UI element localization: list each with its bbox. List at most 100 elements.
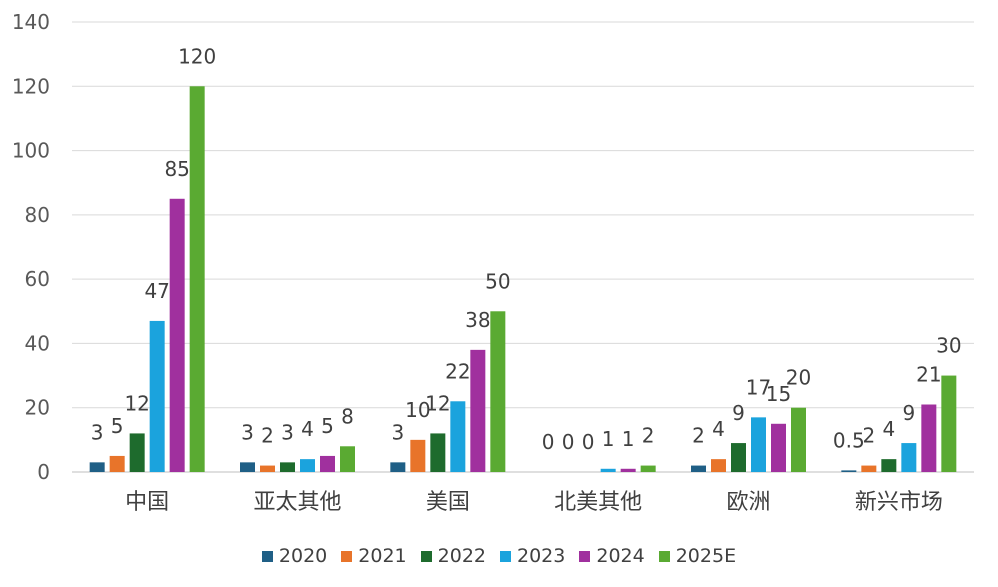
legend-swatch [261, 550, 273, 562]
x-tick-label: 欧洲 [726, 490, 770, 515]
bar-2024-亚太其他 [320, 455, 335, 472]
bar-2022-美国 [430, 433, 446, 472]
data-label: 21 [916, 363, 941, 387]
bar-2024-欧洲 [771, 423, 786, 472]
legend-item-2022: 2022 [420, 545, 486, 567]
bar-2025E-北美其他 [640, 465, 656, 472]
data-label: 20 [786, 366, 811, 390]
data-label: 5 [321, 414, 334, 438]
bar-2021-中国 [109, 455, 125, 472]
data-label: 0 [582, 430, 595, 454]
legend-item-2021: 2021 [341, 545, 407, 567]
data-label: 12 [425, 391, 450, 415]
y-tick-label: 80 [25, 203, 50, 227]
legend-label: 2025E [675, 545, 737, 567]
data-label: 8 [341, 404, 354, 428]
data-label: 2 [862, 424, 875, 448]
bar-2023-美国 [450, 401, 466, 472]
legend-swatch [579, 550, 591, 562]
bar-2023-新兴市场 [901, 443, 917, 472]
bar-2021-欧洲 [711, 459, 726, 472]
y-tick-label: 60 [25, 267, 50, 291]
legend-swatch [341, 550, 353, 562]
legend-item-2024: 2024 [579, 545, 645, 567]
data-label: 9 [732, 401, 745, 425]
bar-2020-新兴市场 [841, 470, 857, 472]
bar-2021-亚太其他 [260, 465, 275, 472]
legend-label: 2024 [596, 545, 645, 567]
x-tick-label: 新兴市场 [855, 490, 943, 515]
bar-2025E-中国 [189, 86, 205, 473]
bar-2024-中国 [169, 198, 185, 473]
bar-2024-新兴市场 [921, 404, 937, 472]
legend-item-2023: 2023 [500, 545, 565, 567]
gridlines [72, 21, 974, 473]
bar-2025E-欧洲 [791, 407, 806, 472]
data-label: 3 [391, 420, 404, 444]
bar-2022-新兴市场 [881, 459, 897, 472]
data-label: 3 [241, 420, 254, 444]
bar-2023-欧洲 [751, 417, 766, 472]
bar-2021-新兴市场 [861, 465, 877, 472]
data-label: 120 [178, 44, 216, 68]
x-tick-label: 中国 [125, 490, 169, 515]
bar-2025E-新兴市场 [941, 375, 957, 472]
legend-label: 2023 [517, 545, 566, 567]
bar-2025E-亚太其他 [340, 446, 355, 472]
y-tick-label: 100 [12, 139, 50, 163]
bar-2023-亚太其他 [300, 459, 315, 472]
data-label: 2 [642, 424, 655, 448]
data-label: 38 [465, 308, 490, 332]
x-tick-label: 美国 [426, 490, 470, 515]
legend-label: 2020 [278, 545, 328, 567]
data-label: 10 [405, 398, 430, 422]
data-label: 4 [301, 417, 314, 441]
bar-2024-美国 [470, 349, 486, 472]
data-label: 2 [692, 424, 705, 448]
data-label: 4 [712, 417, 725, 441]
legend-swatch [420, 550, 432, 562]
bar-2022-亚太其他 [280, 462, 295, 472]
y-axis: 0 20 40 60 80 100 120 140 [12, 10, 50, 484]
legend-item-2020: 2020 [261, 545, 328, 567]
bar-2024-北美其他 [620, 468, 636, 472]
data-label: 85 [164, 157, 189, 181]
data-label: 15 [766, 382, 791, 406]
data-label: 17 [746, 375, 771, 399]
legend-swatch [658, 550, 670, 562]
bar-2021-美国 [410, 439, 426, 472]
y-tick-label: 20 [25, 396, 50, 420]
legend: 2020 2021 2022 2023 2024 2025E [0, 545, 998, 567]
bar-2023-北美其他 [600, 468, 616, 472]
data-label: 4 [882, 417, 895, 441]
data-label: 47 [144, 279, 169, 303]
data-label: 0 [562, 430, 575, 454]
x-axis: 中国 亚太其他 美国 北美其他 欧洲 新兴市场 [125, 490, 943, 515]
data-label: 50 [485, 269, 510, 293]
data-label: 3 [91, 420, 104, 444]
legend-item-2025E: 2025E [658, 545, 737, 567]
legend-label: 2022 [437, 545, 486, 567]
x-tick-label: 北美其他 [554, 490, 642, 515]
data-label: 30 [936, 334, 961, 358]
y-tick-label: 120 [12, 74, 50, 98]
data-label: 1 [602, 427, 615, 451]
data-label: 12 [124, 391, 149, 415]
data-label: 5 [111, 414, 124, 438]
y-tick-label: 0 [37, 460, 50, 484]
bars [89, 86, 957, 473]
x-tick-label: 亚太其他 [253, 490, 341, 515]
data-label: 2 [261, 424, 274, 448]
data-label: 9 [902, 401, 915, 425]
bar-2022-中国 [129, 433, 145, 472]
data-label: 0 [542, 430, 555, 454]
y-tick-label: 140 [12, 10, 50, 34]
bar-2020-美国 [390, 462, 406, 472]
data-label: 3 [281, 420, 294, 444]
y-tick-label: 40 [25, 331, 50, 355]
bar-2023-中国 [149, 320, 165, 472]
data-label: 0.5 [833, 428, 865, 452]
data-label: 22 [445, 359, 470, 383]
